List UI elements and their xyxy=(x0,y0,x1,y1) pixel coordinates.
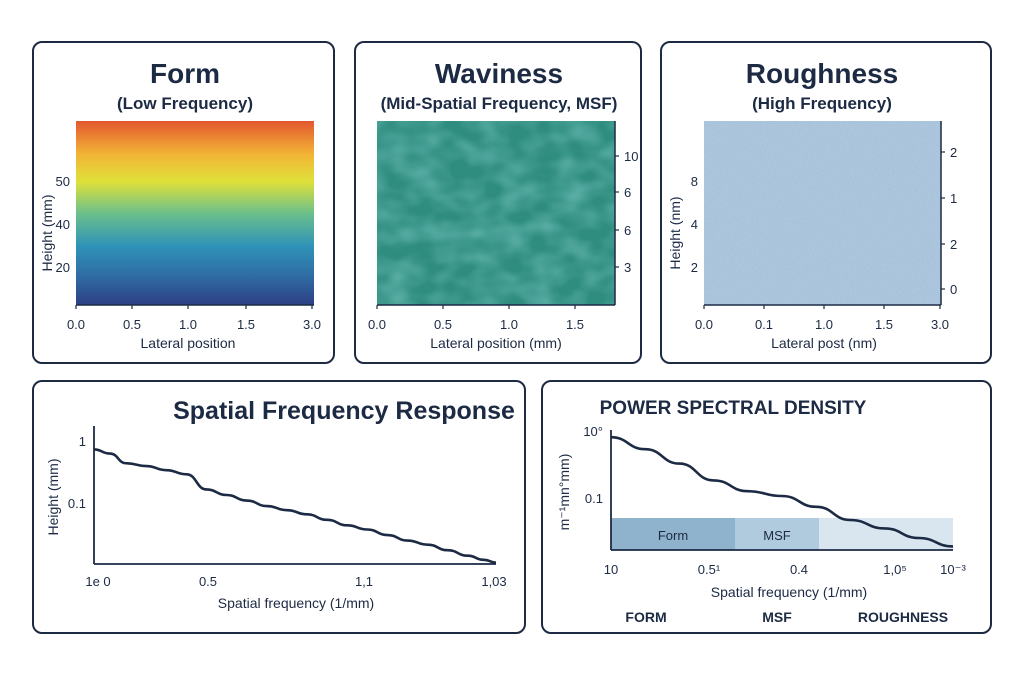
waviness-ytick: 6 xyxy=(624,223,631,238)
psd-panel: POWER SPECTRAL DENSITY Form MSF 10° 0.1 … xyxy=(541,380,992,634)
form-surface xyxy=(76,121,314,305)
psd-region-roughness: ROUGHNESS xyxy=(858,609,948,625)
waviness-xtick: 0.5 xyxy=(434,317,452,332)
psd-xtick: 0.5¹ xyxy=(698,562,721,577)
sfr-chart: Spatial Frequency Response 1 0.1 1e 0 0.… xyxy=(45,397,515,611)
psd-title: POWER SPECTRAL DENSITY xyxy=(600,398,867,419)
waviness-title: Waviness xyxy=(435,58,563,89)
waviness-xtick: 1.0 xyxy=(500,317,518,332)
roughness-ytick-right: 2 xyxy=(950,145,957,160)
roughness-ytick-left: 2 xyxy=(691,260,698,275)
psd-band-roughness xyxy=(819,518,953,550)
psd-ytick: 10° xyxy=(583,424,603,439)
form-panel: Form (Low Frequency) 0.0 0.5 1.0 1.5 3.0… xyxy=(32,41,335,364)
psd-band-msf xyxy=(735,518,819,550)
roughness-ytick-left: 8 xyxy=(691,174,698,189)
roughness-panel: Roughness (High Frequency) 0.0 0.1 1.0 1… xyxy=(660,41,992,364)
sfr-ytick: 0.1 xyxy=(68,496,86,511)
form-xtick: 1.5 xyxy=(237,317,255,332)
form-ytick: 20 xyxy=(56,260,70,275)
roughness-subtitle: (High Frequency) xyxy=(752,94,892,113)
psd-region-msf: MSF xyxy=(762,609,792,625)
waviness-tick-marks xyxy=(376,155,619,309)
psd-band-label-form: Form xyxy=(658,528,688,543)
form-subtitle: (Low Frequency) xyxy=(117,94,253,113)
form-xtick: 0.5 xyxy=(123,317,141,332)
psd-band-label-msf: MSF xyxy=(763,528,791,543)
roughness-texture xyxy=(704,121,941,305)
sfr-panel: Spatial Frequency Response 1 0.1 1e 0 0.… xyxy=(32,380,526,634)
psd-xlabel: Spatial frequency (1/mm) xyxy=(711,584,867,600)
roughness-ytick-left: 4 xyxy=(691,217,698,232)
waviness-figure: Waviness (Mid-Spatial Frequency, MSF) 0.… xyxy=(368,58,639,351)
roughness-xtick: 1.0 xyxy=(815,317,833,332)
roughness-xtick: 0.1 xyxy=(755,317,773,332)
waviness-xlabel: Lateral position (mm) xyxy=(430,335,562,351)
roughness-ytick-right: 2 xyxy=(950,237,957,252)
form-figure: Form (Low Frequency) 0.0 0.5 1.0 1.5 3.0… xyxy=(39,58,321,351)
psd-xtick: 10 xyxy=(604,562,618,577)
roughness-tick-marks xyxy=(703,151,945,309)
psd-chart: POWER SPECTRAL DENSITY Form MSF 10° 0.1 … xyxy=(556,398,966,625)
sfr-xtick: 0.5 xyxy=(199,574,217,589)
psd-band-form xyxy=(611,518,735,550)
form-xtick: 1.0 xyxy=(179,317,197,332)
psd-ytick: 0.1 xyxy=(585,491,603,506)
waviness-texture xyxy=(377,121,615,305)
roughness-ytick-right: 0 xyxy=(950,282,957,297)
form-xtick: 3.0 xyxy=(303,317,321,332)
form-xtick-marks xyxy=(75,305,313,309)
waviness-xtick: 1.5 xyxy=(566,317,584,332)
psd-series-line xyxy=(610,435,954,548)
form-title: Form xyxy=(150,58,220,89)
waviness-ytick: 3 xyxy=(624,260,631,275)
roughness-xtick: 3.0 xyxy=(931,317,949,332)
waviness-xtick: 0.0 xyxy=(368,317,386,332)
roughness-xtick: 0.0 xyxy=(695,317,713,332)
psd-ylabel: m⁻¹mn°mm) xyxy=(556,454,572,531)
sfr-xtick: 1,03 xyxy=(481,574,506,589)
form-ytick: 50 xyxy=(56,174,70,189)
waviness-ytick: 10 xyxy=(624,149,638,164)
sfr-xlabel: Spatial frequency (1/mm) xyxy=(218,595,374,611)
sfr-series-line xyxy=(93,448,497,564)
psd-xtick: 10⁻³ xyxy=(940,562,966,577)
sfr-ylabel: Height (mm) xyxy=(45,458,61,535)
waviness-ytick: 6 xyxy=(624,185,631,200)
form-ytick: 40 xyxy=(56,217,70,232)
roughness-ylabel: Height (nm) xyxy=(667,196,683,269)
roughness-title: Roughness xyxy=(746,58,898,89)
sfr-xtick: 1e 0 xyxy=(85,574,110,589)
psd-region-form: FORM xyxy=(625,609,666,625)
psd-xtick: 0.4 xyxy=(790,562,808,577)
sfr-ytick: 1 xyxy=(79,434,86,449)
roughness-figure: Roughness (High Frequency) 0.0 0.1 1.0 1… xyxy=(667,58,957,351)
psd-xtick: 1,0⁵ xyxy=(883,562,906,577)
form-xtick: 0.0 xyxy=(67,317,85,332)
roughness-xtick: 1.5 xyxy=(875,317,893,332)
waviness-subtitle: (Mid-Spatial Frequency, MSF) xyxy=(381,94,618,113)
roughness-xlabel: Lateral post (nm) xyxy=(771,335,877,351)
roughness-ytick-right: 1 xyxy=(950,191,957,206)
form-ylabel: Height (mm) xyxy=(39,194,55,271)
form-xlabel: Lateral position xyxy=(141,335,236,351)
sfr-title: Spatial Frequency Response xyxy=(173,397,515,425)
waviness-panel: Waviness (Mid-Spatial Frequency, MSF) 0.… xyxy=(354,41,642,364)
sfr-xtick: 1,1 xyxy=(355,574,373,589)
